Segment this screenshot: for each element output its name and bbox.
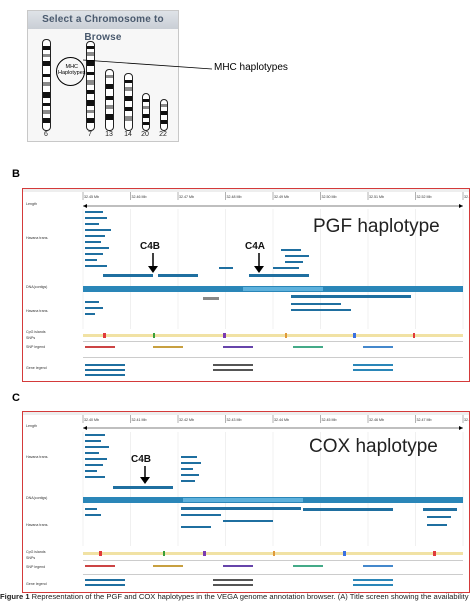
caption-lead: Figure 1: [0, 592, 30, 601]
gene-arrow-c4b-cox: [140, 466, 150, 484]
genome-browser-pgf: 32.45 Mb 32.46 Mb 32.47 Mb 32.48 Mb 32.49 Mb…: [22, 188, 470, 382]
havana-transcripts-top[interactable]: [85, 434, 201, 489]
caption-text: Representation of the PGF and COX haplot…: [31, 592, 469, 601]
track-label-dna-contigs: DNA(contigs): [26, 285, 47, 289]
chromosome-20-label: 20: [141, 131, 149, 138]
chromosome-selector-title: Select a Chromosome to Browse: [28, 11, 178, 43]
track-label-havana-bottom: Havana trans.: [26, 309, 48, 313]
track-label-cpg: CpG islands: [26, 550, 46, 554]
ruler-tick-label: 32.51 Mb: [369, 195, 384, 199]
mhc-callout-line: [82, 59, 213, 70]
gene-tag-c4b-pgf: C4B: [140, 241, 160, 252]
ruler-tick-label: 32.44 Mb: [274, 418, 289, 422]
gene-legend-cox: [83, 560, 463, 586]
chromosome-6-label: 6: [44, 131, 48, 138]
track-label-havana-top: Havana trans.: [26, 455, 48, 459]
ruler-tick-label: 32.45 Mb: [322, 418, 337, 422]
gene-arrow-c4a-pgf: [254, 253, 264, 273]
chromosome-20[interactable]: [142, 93, 150, 131]
chromosome-7-label: 7: [88, 131, 92, 138]
genome-browser-cox: 32.40 Mb 32.41 Mb 32.42 Mb 32.43 Mb 32.44 Mb…: [22, 411, 470, 593]
mhc-label-line1: MHC: [65, 64, 79, 70]
gene-arrow-c4b-pgf: [148, 253, 158, 273]
ruler-tick-label: 32.53 Mb: [464, 195, 469, 199]
ruler-tick-label: 32.45 Mb: [84, 195, 99, 199]
ruler-tick-label: 32.49 Mb: [274, 195, 289, 199]
snp-track-cox: [83, 551, 463, 556]
track-label-cpg: CpG islands: [26, 330, 46, 334]
chromosome-14-label: 14: [124, 131, 132, 138]
haplotype-title-pgf: PGF haplotype: [313, 216, 440, 237]
ruler-tick-label: 32.46 Mb: [132, 195, 147, 199]
panel-b-letter: B: [12, 168, 20, 180]
browser-cox-canvas: 32.40 Mb 32.41 Mb 32.42 Mb 32.43 Mb 32.44 Mb…: [23, 412, 469, 586]
ruler-tick-label: 32.47 Mb: [417, 418, 432, 422]
gene-tag-c4b-cox: C4B: [131, 454, 151, 465]
haplotype-title-cox: COX haplotype: [309, 436, 438, 457]
track-label-length: Length: [26, 202, 37, 206]
ruler-tick-label: 32.47 Mb: [179, 195, 194, 199]
ruler-tick-label: 32.42 Mb: [179, 418, 194, 422]
chromosome-6[interactable]: [42, 39, 51, 131]
chromosome-22-label: 22: [159, 131, 167, 138]
gene-legend-pgf: [83, 341, 463, 376]
ruler-tick-label: 32.48 Mb: [464, 418, 469, 422]
track-label-snps: SNPs: [26, 336, 35, 340]
ruler-tick-label: 32.40 Mb: [84, 418, 99, 422]
panel-c-letter: C: [12, 392, 20, 404]
mhc-highlight-circle: [56, 57, 85, 86]
chromosome-selector: Select a Chromosome to Browse 6 7 13: [27, 10, 179, 142]
ruler-tick-label: 32.43 Mb: [227, 418, 242, 422]
chromosome-7[interactable]: [86, 41, 95, 131]
chromosome-13-label: 13: [105, 131, 113, 138]
ruler-tick-label: 32.46 Mb: [369, 418, 384, 422]
chromosome-13[interactable]: [105, 69, 114, 131]
mhc-haplotypes-link[interactable]: MHC Haplotypes: [58, 64, 86, 76]
track-label-snp-legend: SNP legend: [26, 345, 45, 349]
browser-pgf-canvas: 32.45 Mb 32.46 Mb 32.47 Mb 32.48 Mb 32.49 Mb…: [23, 189, 469, 376]
ruler-tick-label: 32.52 Mb: [417, 195, 432, 199]
track-label-gene-legend: Gene legend: [26, 366, 47, 370]
track-label-havana-top: Havana trans.: [26, 236, 48, 240]
chromosome-22[interactable]: [160, 99, 168, 131]
havana-transcripts-bottom[interactable]: [85, 295, 411, 315]
ruler-tick-label: 32.48 Mb: [227, 195, 242, 199]
figure-caption: Figure 1 Representation of the PGF and C…: [0, 592, 474, 601]
chromosome-14[interactable]: [124, 73, 133, 131]
gene-tag-c4a-pgf: C4A: [245, 241, 265, 252]
havana-transcripts-bottom[interactable]: [85, 507, 457, 528]
track-label-dna-contigs: DNA(contigs): [26, 496, 47, 500]
ruler-tick-label: 32.41 Mb: [132, 418, 147, 422]
mhc-label-line2: Haplotypes: [58, 70, 86, 76]
track-label-length: Length: [26, 424, 37, 428]
track-label-snp-legend: SNP legend: [26, 565, 45, 569]
snp-track-pgf: [83, 333, 463, 338]
ruler-tick-label: 32.50 Mb: [322, 195, 337, 199]
track-label-gene-legend: Gene legend: [26, 582, 47, 586]
track-label-snps: SNPs: [26, 556, 35, 560]
track-label-havana-bottom: Havana trans.: [26, 523, 48, 527]
mhc-callout-label: MHC haplotypes: [214, 62, 288, 73]
havana-transcripts-top[interactable]: [85, 211, 309, 277]
